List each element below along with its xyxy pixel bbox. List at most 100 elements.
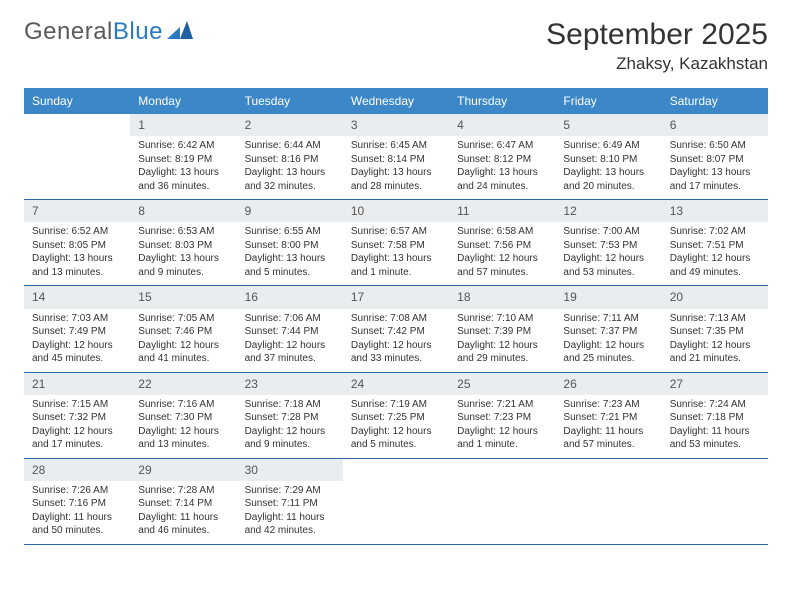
- day-cell: [555, 459, 661, 544]
- sunrise-text: Sunrise: 7:26 AM: [32, 484, 122, 498]
- day-body: Sunrise: 7:24 AMSunset: 7:18 PMDaylight:…: [662, 395, 768, 458]
- week-row: 7Sunrise: 6:52 AMSunset: 8:05 PMDaylight…: [24, 200, 768, 286]
- daylight-text: Daylight: 11 hours and 42 minutes.: [245, 511, 335, 538]
- day-number: 24: [343, 373, 449, 395]
- day-body: Sunrise: 7:23 AMSunset: 7:21 PMDaylight:…: [555, 395, 661, 458]
- day-number: 4: [449, 114, 555, 136]
- day-number: 21: [24, 373, 130, 395]
- sunset-text: Sunset: 8:12 PM: [457, 153, 547, 167]
- sunset-text: Sunset: 8:07 PM: [670, 153, 760, 167]
- daylight-text: Daylight: 13 hours and 1 minute.: [351, 252, 441, 279]
- daylight-text: Daylight: 12 hours and 17 minutes.: [32, 425, 122, 452]
- sunset-text: Sunset: 7:25 PM: [351, 411, 441, 425]
- day-cell: 23Sunrise: 7:18 AMSunset: 7:28 PMDayligh…: [237, 373, 343, 458]
- day-cell: 4Sunrise: 6:47 AMSunset: 8:12 PMDaylight…: [449, 114, 555, 199]
- daylight-text: Daylight: 13 hours and 36 minutes.: [138, 166, 228, 193]
- sunset-text: Sunset: 7:58 PM: [351, 239, 441, 253]
- day-cell: 22Sunrise: 7:16 AMSunset: 7:30 PMDayligh…: [130, 373, 236, 458]
- day-cell: [343, 459, 449, 544]
- daylight-text: Daylight: 13 hours and 24 minutes.: [457, 166, 547, 193]
- sunrise-text: Sunrise: 7:03 AM: [32, 312, 122, 326]
- day-cell: 10Sunrise: 6:57 AMSunset: 7:58 PMDayligh…: [343, 200, 449, 285]
- weekday-header: Tuesday: [237, 88, 343, 114]
- day-cell: 26Sunrise: 7:23 AMSunset: 7:21 PMDayligh…: [555, 373, 661, 458]
- day-number: 20: [662, 286, 768, 308]
- sunset-text: Sunset: 8:05 PM: [32, 239, 122, 253]
- sunrise-text: Sunrise: 7:19 AM: [351, 398, 441, 412]
- day-number: 2: [237, 114, 343, 136]
- day-body: Sunrise: 7:03 AMSunset: 7:49 PMDaylight:…: [24, 309, 130, 372]
- sunset-text: Sunset: 7:21 PM: [563, 411, 653, 425]
- day-body: Sunrise: 6:42 AMSunset: 8:19 PMDaylight:…: [130, 136, 236, 199]
- day-number: 30: [237, 459, 343, 481]
- sunset-text: Sunset: 7:37 PM: [563, 325, 653, 339]
- day-number: 14: [24, 286, 130, 308]
- day-body: Sunrise: 7:21 AMSunset: 7:23 PMDaylight:…: [449, 395, 555, 458]
- day-cell: 17Sunrise: 7:08 AMSunset: 7:42 PMDayligh…: [343, 286, 449, 371]
- day-body: Sunrise: 7:05 AMSunset: 7:46 PMDaylight:…: [130, 309, 236, 372]
- sunrise-text: Sunrise: 7:23 AM: [563, 398, 653, 412]
- sunrise-text: Sunrise: 6:58 AM: [457, 225, 547, 239]
- day-body: Sunrise: 7:29 AMSunset: 7:11 PMDaylight:…: [237, 481, 343, 544]
- sunset-text: Sunset: 8:10 PM: [563, 153, 653, 167]
- daylight-text: Daylight: 12 hours and 37 minutes.: [245, 339, 335, 366]
- week-row: 21Sunrise: 7:15 AMSunset: 7:32 PMDayligh…: [24, 373, 768, 459]
- sunrise-text: Sunrise: 6:44 AM: [245, 139, 335, 153]
- sunset-text: Sunset: 7:18 PM: [670, 411, 760, 425]
- logo-text-1: General: [24, 18, 113, 46]
- daylight-text: Daylight: 12 hours and 21 minutes.: [670, 339, 760, 366]
- day-number: 17: [343, 286, 449, 308]
- daylight-text: Daylight: 13 hours and 17 minutes.: [670, 166, 760, 193]
- day-cell: 24Sunrise: 7:19 AMSunset: 7:25 PMDayligh…: [343, 373, 449, 458]
- day-cell: 15Sunrise: 7:05 AMSunset: 7:46 PMDayligh…: [130, 286, 236, 371]
- sunrise-text: Sunrise: 7:16 AM: [138, 398, 228, 412]
- sunrise-text: Sunrise: 6:42 AM: [138, 139, 228, 153]
- day-body: Sunrise: 7:28 AMSunset: 7:14 PMDaylight:…: [130, 481, 236, 544]
- weeks-container: 1Sunrise: 6:42 AMSunset: 8:19 PMDaylight…: [24, 114, 768, 545]
- day-body: Sunrise: 7:10 AMSunset: 7:39 PMDaylight:…: [449, 309, 555, 372]
- day-cell: 5Sunrise: 6:49 AMSunset: 8:10 PMDaylight…: [555, 114, 661, 199]
- sunset-text: Sunset: 7:56 PM: [457, 239, 547, 253]
- day-number: 9: [237, 200, 343, 222]
- day-cell: 13Sunrise: 7:02 AMSunset: 7:51 PMDayligh…: [662, 200, 768, 285]
- sunset-text: Sunset: 7:32 PM: [32, 411, 122, 425]
- day-body: Sunrise: 7:08 AMSunset: 7:42 PMDaylight:…: [343, 309, 449, 372]
- daylight-text: Daylight: 12 hours and 53 minutes.: [563, 252, 653, 279]
- week-row: 28Sunrise: 7:26 AMSunset: 7:16 PMDayligh…: [24, 459, 768, 545]
- day-number: 25: [449, 373, 555, 395]
- day-number: 18: [449, 286, 555, 308]
- weekday-header: Saturday: [662, 88, 768, 114]
- day-cell: 1Sunrise: 6:42 AMSunset: 8:19 PMDaylight…: [130, 114, 236, 199]
- daylight-text: Daylight: 12 hours and 41 minutes.: [138, 339, 228, 366]
- sunrise-text: Sunrise: 7:24 AM: [670, 398, 760, 412]
- day-body: Sunrise: 6:50 AMSunset: 8:07 PMDaylight:…: [662, 136, 768, 199]
- day-cell: 30Sunrise: 7:29 AMSunset: 7:11 PMDayligh…: [237, 459, 343, 544]
- daylight-text: Daylight: 12 hours and 9 minutes.: [245, 425, 335, 452]
- sunset-text: Sunset: 7:35 PM: [670, 325, 760, 339]
- day-cell: 7Sunrise: 6:52 AMSunset: 8:05 PMDaylight…: [24, 200, 130, 285]
- daylight-text: Daylight: 12 hours and 57 minutes.: [457, 252, 547, 279]
- logo: GeneralBlue: [24, 18, 193, 46]
- sunset-text: Sunset: 7:46 PM: [138, 325, 228, 339]
- day-cell: 6Sunrise: 6:50 AMSunset: 8:07 PMDaylight…: [662, 114, 768, 199]
- day-body: Sunrise: 6:58 AMSunset: 7:56 PMDaylight:…: [449, 222, 555, 285]
- day-cell: 2Sunrise: 6:44 AMSunset: 8:16 PMDaylight…: [237, 114, 343, 199]
- day-body: Sunrise: 6:45 AMSunset: 8:14 PMDaylight:…: [343, 136, 449, 199]
- day-cell: 16Sunrise: 7:06 AMSunset: 7:44 PMDayligh…: [237, 286, 343, 371]
- sunrise-text: Sunrise: 7:29 AM: [245, 484, 335, 498]
- sunset-text: Sunset: 7:11 PM: [245, 497, 335, 511]
- calendar-page: GeneralBlue September 2025 Zhaksy, Kazak…: [0, 0, 792, 563]
- sunset-text: Sunset: 7:39 PM: [457, 325, 547, 339]
- sunset-text: Sunset: 8:00 PM: [245, 239, 335, 253]
- sunrise-text: Sunrise: 7:05 AM: [138, 312, 228, 326]
- day-number: 28: [24, 459, 130, 481]
- day-cell: 8Sunrise: 6:53 AMSunset: 8:03 PMDaylight…: [130, 200, 236, 285]
- day-body: Sunrise: 6:44 AMSunset: 8:16 PMDaylight:…: [237, 136, 343, 199]
- day-body: Sunrise: 7:02 AMSunset: 7:51 PMDaylight:…: [662, 222, 768, 285]
- day-body: Sunrise: 7:00 AMSunset: 7:53 PMDaylight:…: [555, 222, 661, 285]
- location-label: Zhaksy, Kazakhstan: [546, 54, 768, 74]
- day-body: Sunrise: 7:18 AMSunset: 7:28 PMDaylight:…: [237, 395, 343, 458]
- weekday-header-row: Sunday Monday Tuesday Wednesday Thursday…: [24, 88, 768, 114]
- day-cell: 14Sunrise: 7:03 AMSunset: 7:49 PMDayligh…: [24, 286, 130, 371]
- day-cell: 25Sunrise: 7:21 AMSunset: 7:23 PMDayligh…: [449, 373, 555, 458]
